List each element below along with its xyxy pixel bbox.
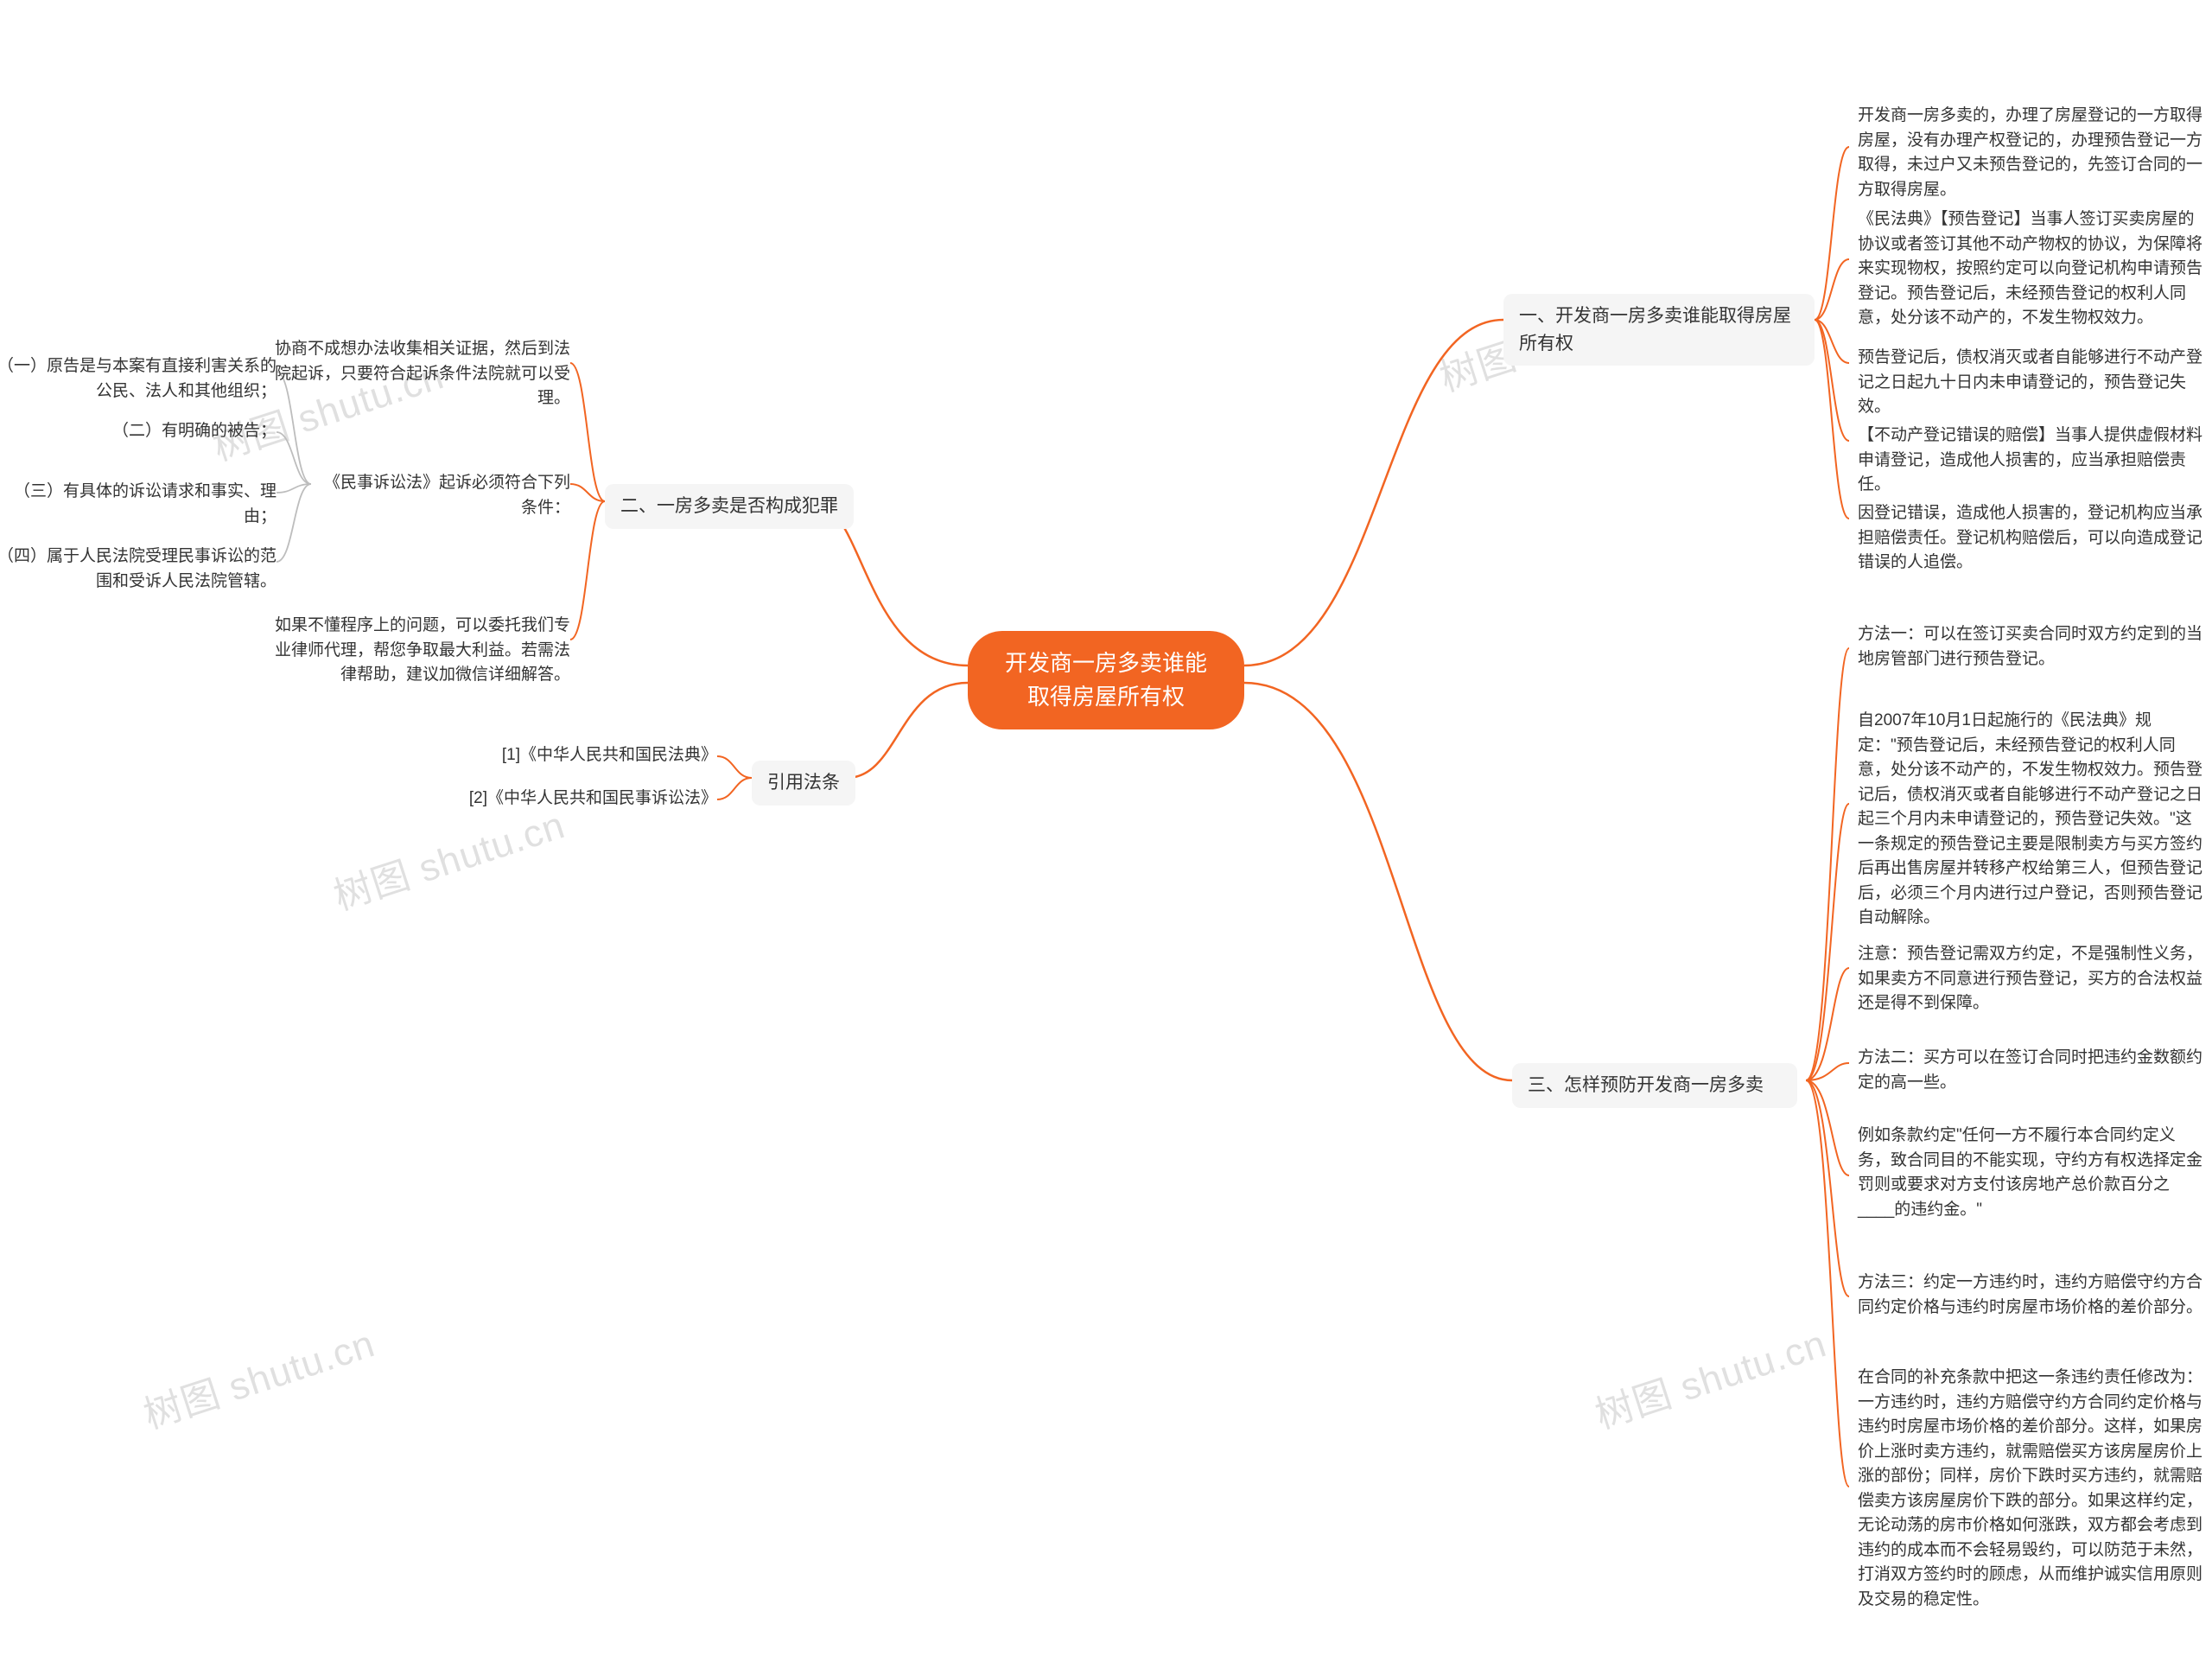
branch-3[interactable]: 三、怎样预防开发商一房多卖 xyxy=(1512,1063,1797,1108)
branch-1-leaf: 《民法典》【预告登记】当事人签订买卖房屋的协议或者签订其他不动产物权的协议，为保… xyxy=(1858,207,2203,331)
root-node[interactable]: 开发商一房多卖谁能取得房屋所有权 xyxy=(968,631,1244,729)
branch-ref[interactable]: 引用法条 xyxy=(752,761,855,806)
watermark: 树图 shutu.cn xyxy=(136,1313,381,1440)
mindmap-canvas: 树图 shutu.cn 树图 shutu.cn 树图 shutu.cn 树图 s… xyxy=(0,0,2212,1656)
branch-2[interactable]: 二、一房多卖是否构成犯罪 xyxy=(605,484,854,529)
branch-3-leaf: 注意：预告登记需双方约定，不是强制性义务，如果卖方不同意进行预告登记，买方的合法… xyxy=(1858,942,2203,1016)
watermark: 树图 shutu.cn xyxy=(326,794,571,921)
branch-1-leaf: 【不动产登记错误的赔偿】当事人提供虚假材料申请登记，造成他人损害的，应当承担赔偿… xyxy=(1858,424,2203,498)
branch-1-leaf: 开发商一房多卖的，办理了房屋登记的一方取得房屋，没有办理产权登记的，办理预告登记… xyxy=(1858,104,2203,202)
branch-3-leaf: 方法二：买方可以在签订合同时把违约金数额约定的高一些。 xyxy=(1858,1046,2203,1095)
branch-1-leaf: 因登记错误，造成他人损害的，登记机构应当承担赔偿责任。登记机构赔偿后，可以向造成… xyxy=(1858,501,2203,576)
branch-1-leaf: 预告登记后，债权消灭或者自能够进行不动产登记之日起九十日内未申请登记的，预告登记… xyxy=(1858,346,2203,420)
branch-3-leaf: 例如条款约定"任何一方不履行本合同约定义务，致合同目的不能实现，守约方有权选择定… xyxy=(1858,1124,2203,1222)
branch-3-leaf: 方法三：约定一方违约时，违约方赔偿守约方合同约定价格与违约时房屋市场价格的差价部… xyxy=(1858,1271,2203,1320)
branch-ref-leaf: [2]《中华人民共和国民事诉讼法》 xyxy=(467,787,717,812)
branch-3-leaf: 自2007年10月1日起施行的《民法典》规定："预告登记后，未经预告登记的权利人… xyxy=(1858,709,2203,931)
watermark: 树图 shutu.cn xyxy=(1587,1313,1833,1440)
branch-2-child-mid: 《民事诉讼法》起诉必须符合下列条件： xyxy=(320,471,570,520)
branch-ref-leaf: [1]《中华人民共和国民法典》 xyxy=(493,743,717,768)
branch-2-mid-leaf: （三）有具体的诉讼请求和事实、理由； xyxy=(0,480,276,529)
branch-1[interactable]: 一、开发商一房多卖谁能取得房屋所有权 xyxy=(1503,294,1815,366)
branch-3-leaf: 方法一：可以在签订买卖合同时双方约定到的当地房管部门进行预告登记。 xyxy=(1858,622,2203,672)
branch-2-mid-leaf: （一）原告是与本案有直接利害关系的公民、法人和其他组织； xyxy=(0,354,276,404)
branch-3-leaf: 在合同的补充条款中把这一条违约责任修改为：一方违约时，违约方赔偿守约方合同约定价… xyxy=(1858,1366,2203,1612)
branch-2-child: 协商不成想办法收集相关证据，然后到法院起诉，只要符合起诉条件法院就可以受理。 xyxy=(259,337,570,411)
branch-2-child: 如果不懂程序上的问题，可以委托我们专业律师代理，帮您争取最大利益。若需法律帮助，… xyxy=(259,614,570,688)
branch-2-mid-leaf: （二）有明确的被告； xyxy=(104,419,276,444)
branch-2-mid-leaf: （四）属于人民法院受理民事诉讼的范围和受诉人民法院管辖。 xyxy=(0,545,276,594)
